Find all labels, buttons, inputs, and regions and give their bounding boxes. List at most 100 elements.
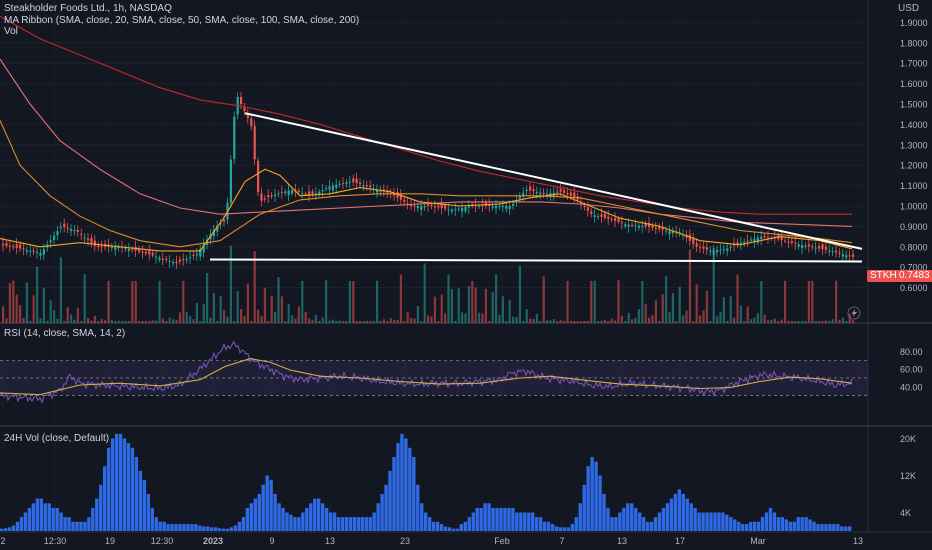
volume-bar: [274, 312, 277, 323]
volume-bar: [2, 306, 5, 323]
candle: [821, 244, 824, 250]
candle: [80, 233, 83, 235]
volume-bar: [644, 303, 647, 323]
candle: [253, 126, 256, 160]
candle: [586, 207, 589, 211]
vol24-bar: [194, 524, 198, 531]
vol24-bar: [844, 526, 848, 531]
vol24-bar: [87, 517, 91, 531]
candle: [206, 239, 209, 245]
candle: [284, 191, 287, 194]
candle: [321, 189, 324, 192]
candle: [76, 230, 79, 232]
candle: [365, 185, 368, 187]
vol24-bar: [614, 517, 618, 531]
volume-bar: [195, 303, 198, 323]
vol24-bar: [792, 521, 796, 532]
volume-bar: [110, 320, 113, 323]
vol24-bar: [832, 524, 836, 531]
rsi-ma-line: [0, 358, 853, 396]
volume-bar: [607, 320, 610, 323]
volume-bar: [19, 305, 22, 323]
candle: [539, 192, 542, 195]
price-tick-label: 1.6000: [900, 79, 928, 89]
volume-bar: [53, 310, 56, 323]
candle: [705, 247, 708, 250]
vol24-bar: [348, 517, 353, 531]
volume-bar: [600, 320, 603, 323]
vol24-legend: 24H Vol (close, Default): [4, 433, 110, 444]
vol24-bar: [542, 521, 547, 532]
volume-bar: [746, 306, 749, 323]
vol24-bar: [146, 494, 150, 531]
volume-bar: [277, 277, 280, 323]
candle: [348, 181, 351, 183]
candle: [352, 178, 355, 183]
vol24-bar: [459, 524, 464, 531]
volume-bar: [549, 320, 552, 323]
candle: [756, 237, 759, 243]
ma200-line: [0, 15, 852, 215]
candle: [161, 258, 164, 260]
volume-bar: [80, 320, 83, 323]
vol24-bar: [35, 498, 40, 531]
volume-bar: [32, 295, 35, 323]
candle: [192, 254, 195, 257]
vol24-bar: [546, 521, 551, 532]
vol24-bar: [836, 524, 840, 531]
vol24-bar: [463, 521, 468, 532]
vol24-bar: [443, 526, 448, 531]
candle: [189, 257, 192, 259]
price-tick-label: 0.9000: [900, 222, 928, 232]
volume-bar: [753, 317, 756, 323]
candle: [260, 193, 263, 201]
lightning-icon[interactable]: [847, 306, 861, 320]
vol24-bar: [7, 527, 12, 531]
vol24-bar: [182, 524, 186, 531]
candle: [719, 249, 722, 251]
candle: [328, 186, 331, 190]
vol24-bar: [824, 524, 828, 531]
vol24-bar: [709, 512, 713, 531]
rsi-lines: [0, 340, 853, 404]
volume-bar: [811, 280, 814, 323]
descending-trendline: [244, 112, 863, 250]
candle: [461, 207, 464, 212]
volume-bar: [172, 319, 175, 323]
candle: [529, 186, 532, 191]
volume-bar: [801, 320, 804, 323]
volume-bar: [733, 317, 736, 323]
volume-bar: [777, 320, 780, 323]
candle: [87, 238, 90, 241]
time-tick-label: 2: [0, 536, 5, 546]
vol24-bar: [705, 512, 709, 531]
volume-bar: [175, 320, 178, 323]
vol24-bar: [75, 521, 79, 532]
vol24-bar: [586, 466, 590, 532]
volume-bar: [148, 320, 151, 323]
candle: [202, 244, 205, 253]
volume-bar: [508, 300, 511, 323]
volume-bar: [739, 305, 742, 323]
volume-bar: [314, 314, 317, 323]
volume-bar: [651, 315, 654, 323]
volume-bar: [559, 320, 562, 323]
candle: [413, 205, 416, 207]
vol24-bar: [67, 517, 71, 531]
volume-bar: [457, 288, 460, 323]
candle: [141, 251, 144, 253]
candle: [835, 250, 838, 253]
candle: [127, 248, 130, 251]
candle: [59, 226, 62, 229]
candle: [416, 206, 419, 209]
currency-label: USD: [898, 3, 920, 14]
vol24-bar: [574, 517, 578, 531]
candle: [678, 232, 681, 234]
volume-bar: [719, 311, 722, 323]
volume-bar: [362, 320, 365, 323]
volume-bar: [413, 318, 416, 323]
volume-bar: [376, 280, 379, 323]
candle: [848, 255, 851, 257]
vol24-bar: [733, 519, 737, 531]
candle: [807, 244, 810, 247]
